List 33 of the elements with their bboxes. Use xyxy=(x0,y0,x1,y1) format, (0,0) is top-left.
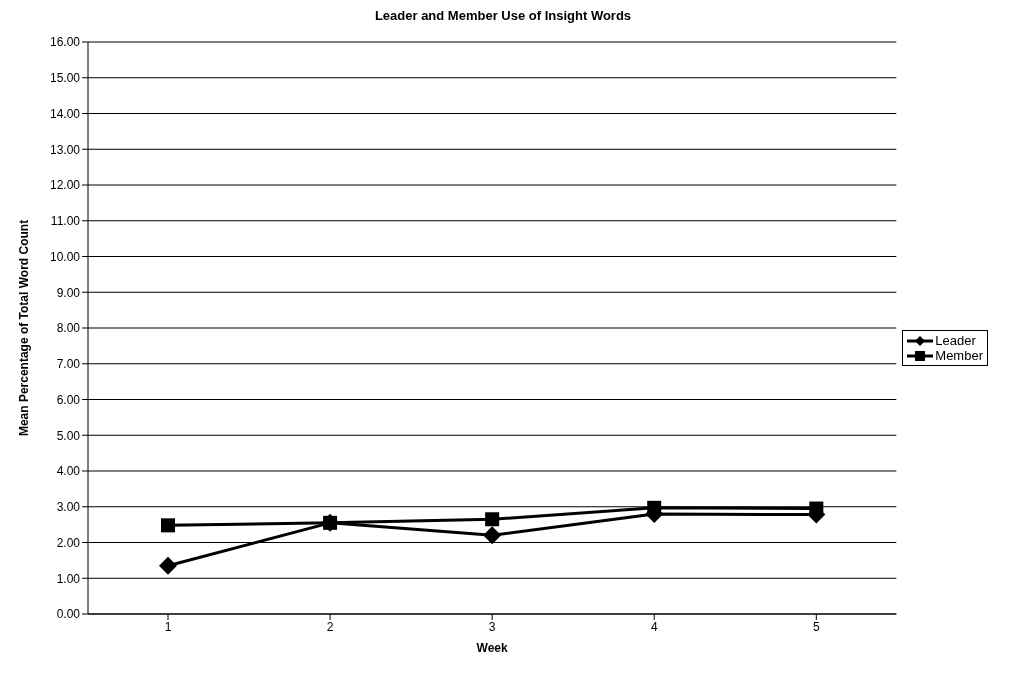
x-tick-label: 2 xyxy=(326,619,334,634)
legend-label: Member xyxy=(935,348,983,363)
point xyxy=(485,512,500,527)
legend-label: Leader xyxy=(935,333,976,348)
y-tick-label: 15.00 xyxy=(49,71,81,86)
y-tick-label: 16.00 xyxy=(49,35,81,50)
y-tick-label: 8.00 xyxy=(56,321,81,336)
y-tick-label: 5.00 xyxy=(56,428,81,443)
point xyxy=(161,518,175,533)
point xyxy=(483,526,502,545)
point xyxy=(323,515,338,530)
y-tick-label: 3.00 xyxy=(56,500,81,515)
x-axis-title: Week xyxy=(476,641,509,655)
y-tick-label: 13.00 xyxy=(49,142,81,157)
y-tick-label: 11.00 xyxy=(50,214,81,229)
x-tick-label: 5 xyxy=(812,619,820,634)
y-axis-title: Mean Percentage of Total Word Count xyxy=(17,219,32,437)
chart-title: Leader and Member Use of Insight Words xyxy=(373,8,633,25)
y-tick-label: 14.00 xyxy=(49,106,81,121)
y-tick-label: 6.00 xyxy=(56,392,81,407)
y-tick-label: 4.00 xyxy=(56,464,81,479)
x-tick-label: 3 xyxy=(488,619,496,634)
y-tick-label: 1.00 xyxy=(56,571,81,586)
point xyxy=(159,556,177,575)
point xyxy=(647,500,662,515)
y-tick-label: 9.00 xyxy=(56,285,81,300)
x-tick-label: 4 xyxy=(650,619,658,634)
y-tick-label: 0.00 xyxy=(56,607,81,622)
y-tick-label: 12.00 xyxy=(49,178,81,193)
y-tick-label: 2.00 xyxy=(56,535,81,550)
y-tick-label: 7.00 xyxy=(56,357,81,372)
y-tick-label: 10.00 xyxy=(49,249,81,264)
x-tick-label: 1 xyxy=(164,619,172,634)
